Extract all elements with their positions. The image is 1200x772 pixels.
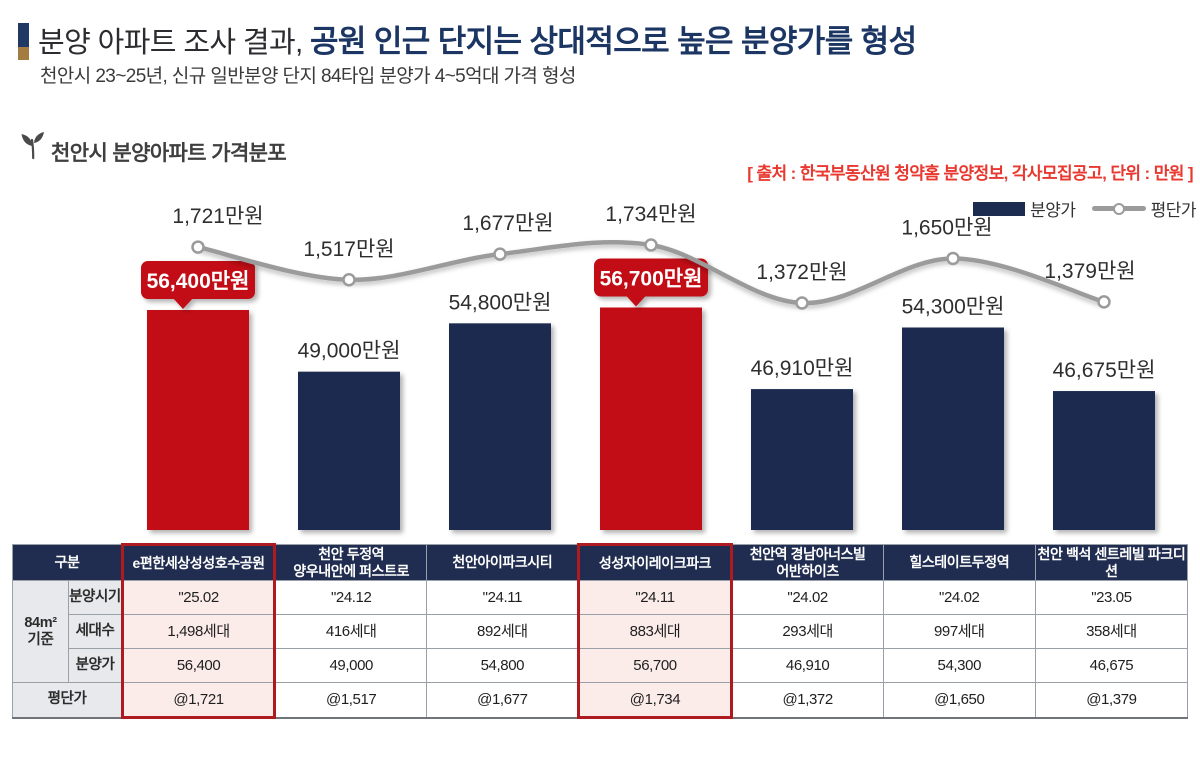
chart-legend: 분양가 평단가 [973, 196, 1197, 221]
table-cell: 56,400 [120, 648, 277, 683]
legend-item-line: 평단가 [1091, 196, 1197, 221]
table-cell: "24.12 [274, 580, 428, 615]
table-cell: 46,675 [1034, 648, 1189, 683]
title-bullet-icon [18, 23, 29, 60]
table-column-header: 천안 두정역 양우내안에 퍼스트로 [274, 544, 428, 581]
table-cell: @1,517 [274, 682, 428, 718]
table-row-label: 분양가 [68, 648, 123, 683]
source-note: [ 출처 : 한국부동산원 청약홈 분양정보, 각사모집공고, 단위 : 만원 … [747, 164, 1193, 183]
table-row-label: 평단가 [12, 682, 123, 718]
table-cell: 49,000 [274, 648, 428, 683]
table-cell: 54,800 [426, 648, 580, 683]
table-column-header: 힐스테이트두정역 [882, 544, 1036, 581]
table-cell: "24.11 [577, 580, 733, 615]
table-cell: 997세대 [882, 614, 1036, 649]
table-cell: 46,910 [730, 648, 884, 683]
legend-bar-swatch-icon [973, 201, 1026, 216]
price-badge: 56,700만원 [594, 258, 708, 307]
bar-value-label: 54,300만원 [902, 296, 1005, 319]
comparison-table: 구분 e편한세상성성호수공원 천안 두정역 양우내안에 퍼스트로 천안아이파크시티 성성… [12, 543, 1189, 719]
table-group-label: 84m² 기준 [12, 580, 69, 683]
table-cell: @1,650 [882, 682, 1036, 718]
table-cell: 54,300 [882, 648, 1036, 683]
table-cell: @1,734 [577, 682, 733, 719]
legend-line-swatch-icon [1091, 202, 1146, 215]
table-cell: @1,677 [426, 682, 580, 718]
line-value-label: 1,721만원 [172, 205, 263, 228]
table-cell: "24.11 [426, 580, 580, 615]
page-subtitle: 천안시 23~25년, 신규 일반분양 단지 84타입 분양가 4~5억대 가격… [40, 66, 576, 87]
bar-value-label: 54,800만원 [449, 291, 552, 314]
line-marker [1097, 295, 1111, 309]
table-column-header: e편한세상성성호수공원 [120, 543, 277, 581]
line-value-label: 1,372만원 [756, 261, 847, 284]
legend-line-label: 평단가 [1150, 201, 1197, 220]
bar-value-label: 49,000만원 [298, 340, 401, 363]
line-marker [191, 240, 205, 254]
table-column-header: 성성자이레이크파크 [577, 543, 733, 581]
bar-3 [600, 307, 702, 530]
table-cell: "25.02 [120, 580, 277, 615]
table-corner-label: 구분 [12, 544, 123, 581]
bar-value-label: 46,910만원 [751, 357, 854, 380]
table-cell: 892세대 [426, 614, 580, 649]
table-cell: @1,372 [730, 682, 884, 718]
table-cell: @1,721 [120, 682, 277, 719]
line-marker [946, 251, 960, 266]
line-marker [795, 296, 809, 310]
table-column-header: 천안역 경남아너스빌 어반하이츠 [730, 544, 884, 581]
chart-title: 천안시 분양아파트 가격분포 [51, 142, 287, 165]
line-value-label: 1,650만원 [901, 216, 992, 239]
bar-1 [298, 371, 400, 530]
line-value-label: 1,734만원 [605, 203, 696, 226]
badge-value-label: 56,400만원 [147, 270, 250, 293]
page-title-prefix: 분양 아파트 조사 결과, [38, 27, 311, 59]
bar-value-label: 46,675만원 [1053, 359, 1156, 382]
table-cell: @1,379 [1034, 682, 1189, 718]
line-marker [493, 247, 507, 261]
page-title: 분양 아파트 조사 결과, 공원 인근 단지는 상대적으로 높은 분양가를 형성 [38, 16, 917, 61]
table-cell: "24.02 [730, 580, 884, 615]
bar-5 [902, 327, 1004, 530]
bar-6 [1053, 391, 1155, 530]
table-cell: 883세대 [577, 614, 733, 649]
bar-0 [147, 310, 249, 530]
line-value-label: 1,677만원 [462, 212, 553, 235]
bar-2 [449, 323, 551, 530]
table-row-label: 세대수 [68, 614, 123, 649]
leaf-icon [21, 132, 44, 160]
table-cell: "24.02 [882, 580, 1036, 615]
table-cell: 416세대 [274, 614, 428, 649]
page-title-emphasis: 공원 인근 단지는 상대적으로 높은 분양가를 형성 [310, 24, 917, 59]
line-marker [342, 273, 356, 287]
table-cell: "23.05 [1034, 580, 1189, 615]
table-cell: 293세대 [730, 614, 884, 649]
line-marker [644, 238, 658, 252]
bar-4 [751, 389, 853, 530]
legend-item-bar: 분양가 [973, 196, 1076, 221]
table-cell: 1,498세대 [120, 614, 277, 649]
price-badge: 56,400만원 [141, 261, 255, 309]
table-cell: 358세대 [1034, 614, 1189, 649]
badge-value-label: 56,700만원 [600, 268, 703, 291]
table-cell: 56,700 [577, 648, 733, 683]
legend-bar-label: 분양가 [1030, 201, 1076, 220]
price-distribution-chart: 49,000만원 54,800만원 46,910만원 54,300만원 46,675만원… [141, 203, 1156, 530]
line-value-label: 1,379만원 [1044, 260, 1135, 283]
table-column-header: 천안 백석 센트레빌 파크디션 [1034, 544, 1189, 581]
table-row-label: 분양시기 [68, 580, 123, 615]
line-value-label: 1,517만원 [303, 238, 394, 261]
table-column-header: 천안아이파크시티 [426, 544, 580, 581]
